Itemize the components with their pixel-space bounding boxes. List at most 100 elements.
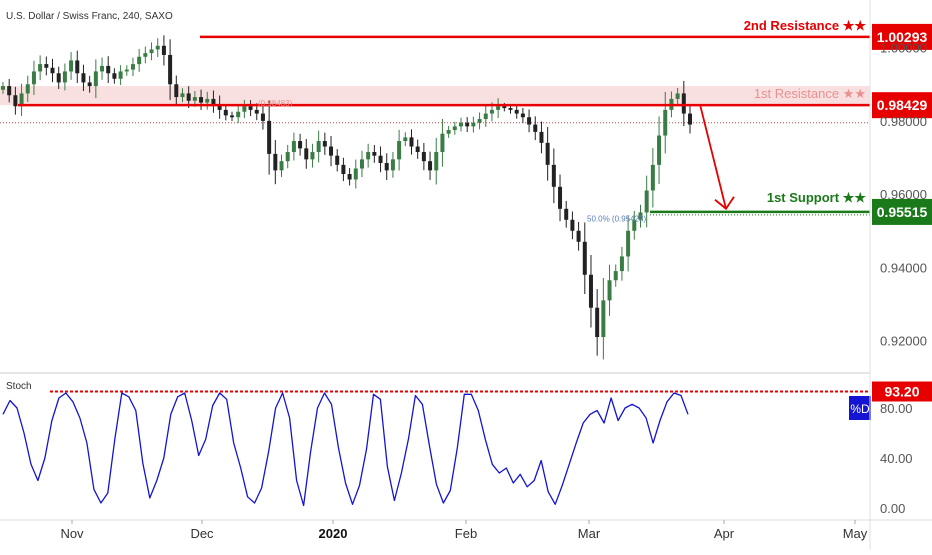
candle-body: [489, 109, 494, 114]
candle-body: [409, 137, 414, 147]
candle-body: [582, 241, 587, 275]
candle-body: [434, 152, 439, 171]
candle-body: [545, 142, 550, 165]
candle-body: [564, 208, 569, 220]
x-tick-label-nov: Nov: [60, 526, 84, 541]
candle-body: [588, 274, 593, 308]
candle-body: [118, 71, 123, 79]
candle-body: [595, 307, 600, 338]
candle-body: [174, 84, 179, 98]
overbought-badge: [872, 381, 932, 402]
y-tick-label: 1.00000: [880, 41, 927, 56]
first-resistance-badge: [872, 92, 932, 119]
candle-body: [452, 126, 457, 131]
candle-body: [106, 65, 111, 74]
candle-body: [81, 73, 86, 83]
candle-body: [619, 256, 624, 272]
candle-body: [688, 113, 692, 125]
candle-body: [56, 73, 61, 83]
level-zones: [0, 86, 870, 124]
candle-body: [242, 106, 247, 112]
candle-body: [137, 56, 142, 65]
candle-body: [186, 93, 191, 101]
candle-body: [298, 141, 303, 149]
candle-body: [607, 280, 612, 301]
candle-body: [217, 104, 222, 110]
candle-body: [161, 45, 166, 55]
first-support-value: 0.95515: [877, 204, 928, 220]
candle-body: [322, 141, 327, 147]
candle-body: [384, 163, 389, 171]
stochastic-panel: 93.20 %D: [2, 381, 932, 507]
candle-body: [440, 133, 445, 153]
candle-body: [25, 84, 30, 94]
first-resistance-value: 0.98429: [877, 97, 928, 113]
candle-body: [397, 141, 402, 160]
candle-body: [520, 113, 525, 118]
projection-arrow-shaft: [699, 104, 727, 209]
x-tick-label-apr: Apr: [714, 526, 735, 541]
candle-body: [316, 141, 321, 153]
candle-body: [527, 117, 532, 125]
candle-body: [428, 161, 433, 171]
candle-body: [310, 152, 315, 160]
candle-body: [347, 174, 352, 180]
second-resistance-label: 2nd Resistance ★★: [744, 18, 867, 33]
stoch-d-badge: [849, 396, 871, 420]
candle-body: [124, 69, 129, 72]
candle-body: [415, 146, 420, 153]
candle-body: [465, 122, 470, 127]
candle-body: [69, 60, 74, 72]
second-resistance-badge: [872, 23, 932, 50]
overbought-value: 93.20: [884, 384, 919, 400]
candle-body: [13, 95, 18, 107]
candle-body: [372, 152, 377, 156]
x-tick-label-2020: 2020: [319, 526, 348, 541]
candle-body: [551, 164, 556, 187]
candle-body: [366, 152, 371, 160]
candle-body: [31, 71, 36, 85]
candle-body: [62, 71, 67, 83]
candle-body: [483, 113, 488, 120]
candle-body: [601, 300, 606, 338]
candle-body: [1, 86, 5, 90]
candle-body: [359, 159, 364, 169]
candle-body: [205, 98, 210, 103]
candle-body: [390, 159, 395, 171]
candle-body: [650, 164, 655, 191]
candle-body: [19, 93, 24, 107]
stoch-d-badge-label: %D: [850, 402, 870, 416]
candle-body: [75, 60, 80, 74]
candle-body: [403, 137, 408, 142]
candle-body: [626, 230, 631, 257]
x-tick-label-feb: Feb: [455, 526, 477, 541]
stoch-y-tick-label: 0.00: [880, 501, 905, 516]
first-support-badge: [872, 198, 932, 225]
candle-body: [459, 122, 463, 127]
candle-body: [273, 153, 278, 171]
candle-body: [130, 64, 135, 70]
candle-body: [681, 93, 686, 114]
fib-label-lower: 50.0% (0.95423): [587, 214, 646, 223]
candle-body: [7, 86, 12, 96]
candle-body: [93, 71, 98, 87]
candle-body: [378, 155, 383, 164]
candle-body: [87, 82, 92, 87]
stoch-panel-label: Stoch: [6, 381, 32, 392]
candle-body: [502, 106, 507, 109]
candle-body: [471, 122, 476, 127]
stoch-d-line: [2, 392, 689, 507]
candle-body: [143, 53, 148, 57]
candle-body: [211, 98, 216, 105]
candle-body: [558, 186, 563, 209]
candle-body: [329, 146, 334, 156]
candle-body: [663, 109, 668, 136]
candle-body: [168, 54, 173, 85]
fib-label-upper: (0.98483): [258, 99, 293, 108]
candle-body: [508, 108, 513, 110]
candle-body: [155, 45, 160, 50]
resistance-zone: [0, 86, 870, 106]
